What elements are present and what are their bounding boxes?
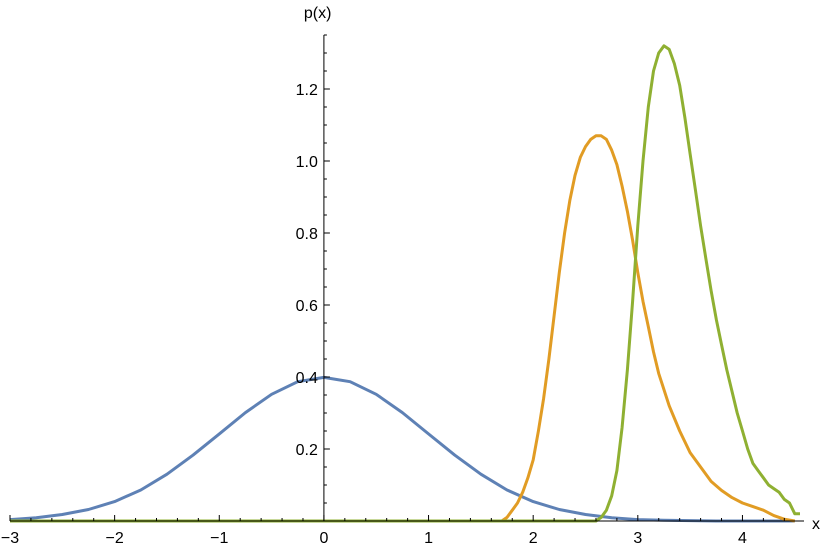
x-tick-label: 3 — [633, 530, 642, 546]
series-line-2 — [10, 134, 796, 523]
y-tick-label: 0.2 — [296, 442, 318, 459]
x-tick-label: 0 — [319, 530, 328, 546]
y-tick-label: 0.6 — [296, 298, 318, 315]
y-axis-label: p(x) — [304, 5, 332, 22]
axes: −3 −2 −1 0 1 2 3 4 0.2 0.4 0.6 0.8 1.0 1.2 — [1, 34, 804, 546]
x-tick-label: 4 — [738, 530, 747, 546]
x-tick-label: −2 — [106, 530, 124, 546]
x-ticks: −3 −2 −1 0 1 2 3 4 — [1, 515, 785, 546]
series-line-3 — [10, 44, 800, 523]
series-line-1 — [9, 375, 795, 523]
y-tick-label: 1.2 — [296, 82, 318, 99]
x-tick-label: 2 — [529, 530, 538, 546]
y-tick-label: 1.0 — [296, 154, 318, 171]
series-lines — [9, 44, 800, 523]
x-tick-label: 1 — [424, 530, 433, 546]
x-axis-label: x — [812, 516, 820, 533]
y-ticks: 0.2 0.4 0.6 0.8 1.0 1.2 — [296, 34, 330, 504]
x-tick-label: −3 — [1, 530, 19, 546]
x-tick-label: −1 — [210, 530, 228, 546]
y-tick-label: 0.4 — [296, 370, 318, 387]
y-tick-label: 0.8 — [296, 226, 318, 243]
